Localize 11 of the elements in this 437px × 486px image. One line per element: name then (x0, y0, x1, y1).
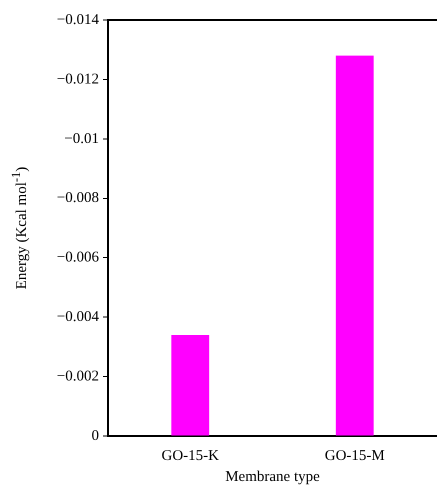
x-tick-label: GO-15-M (324, 448, 385, 464)
y-tick-label: −0.01 (64, 130, 99, 147)
x-tick-label: GO-15-K (162, 448, 220, 464)
y-tick-label: −0.008 (56, 190, 99, 206)
y-tick-label: −0.002 (56, 368, 99, 385)
y-tick-label: 0 (92, 428, 99, 444)
y-tick-label: −0.004 (56, 309, 100, 326)
y-tick-label: −0.012 (56, 71, 99, 88)
x-axis-title: Membrane type (225, 468, 320, 485)
y-tick-label: −0.006 (56, 250, 100, 266)
y-tick-label: −0.014 (56, 12, 100, 28)
